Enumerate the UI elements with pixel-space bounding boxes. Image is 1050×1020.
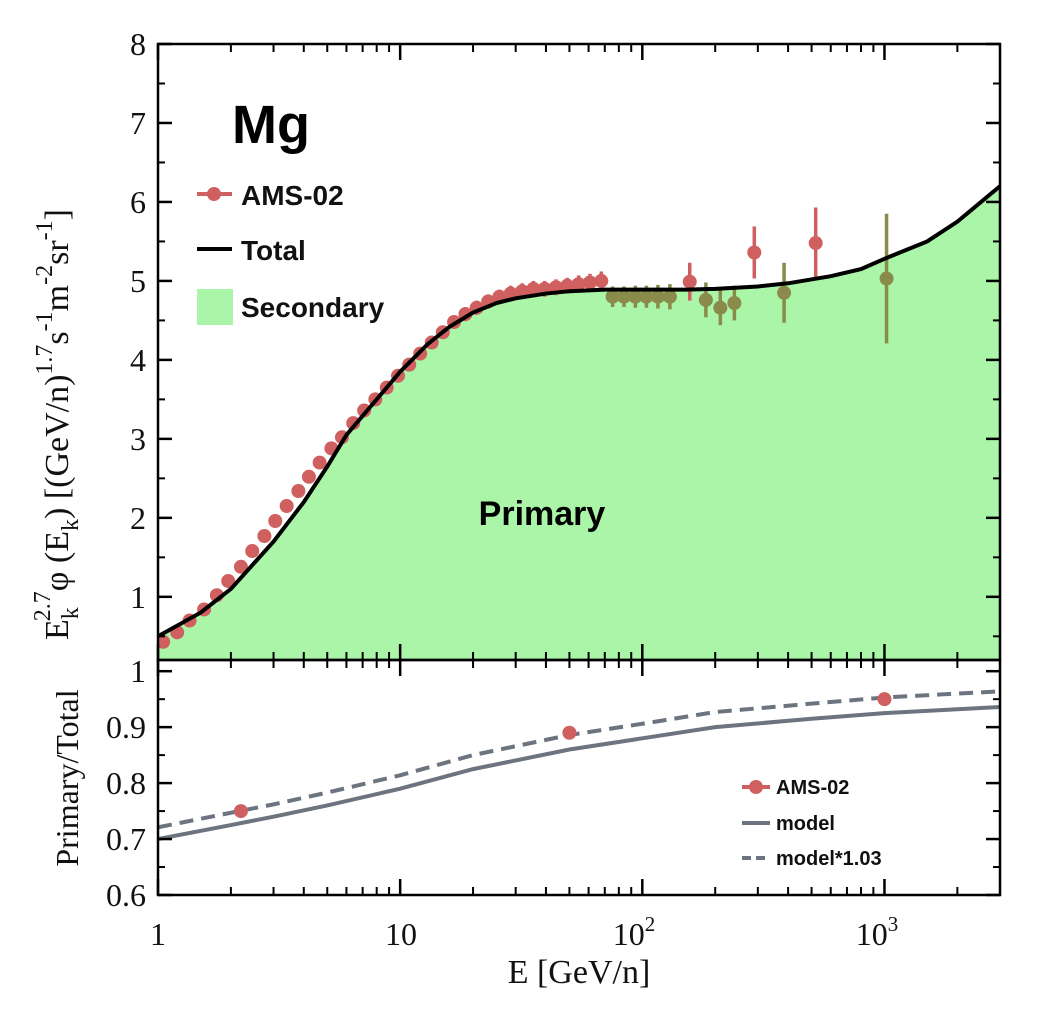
legend-secondary-swatch [197,289,233,325]
primary-label: Primary [479,495,606,533]
bottom-legend: AMS-02 model model*1.03 [742,777,882,870]
y-tick-label: 6 [130,184,146,220]
ams02-data-point [233,559,248,574]
top-y-axis-title: Ek2.7φ (Ek) [(GeV/n)1.7s-1m-2sr-1] [30,209,84,640]
ams02-data-point [245,544,260,559]
ams02-data-point [257,529,272,544]
ams02-data-point [879,271,894,286]
bottom-panel: 0.6 0.7 0.8 0.9 1 AMS-02 model model*1.03 Pr… [49,653,1002,991]
ams02-ratio-point [562,725,577,740]
y-tick-label: 5 [130,263,146,299]
y-tick-label: 3 [130,421,146,457]
legend2-model-scaled-label: model*1.03 [776,848,882,870]
x-axis-title: E [GeV/n] [508,954,651,991]
top-x-ticks [156,44,1001,660]
secondary-area [158,186,1000,660]
top-legend: AMS-02 Total Secondary [197,180,385,325]
x-tick-label-1000: 103 [856,912,899,952]
ams02-data-point [312,455,327,470]
x-tick-label-10: 10 [385,916,417,952]
ams02-data-point [268,514,283,529]
ams02-data-point [808,236,823,251]
bottom-y-axis-title: Primary/Total [49,689,85,866]
bottom-plot-frame [156,658,1002,897]
total-line [158,184,1000,639]
legend2-ams-label: AMS-02 [776,777,849,799]
y-tick-label: 7 [130,105,146,141]
ams02-data-point [346,416,361,431]
ams02-data-point [605,289,620,304]
ams02-data-point [777,285,792,300]
ams02-data-point [526,281,541,296]
y-tick-label: 4 [130,342,146,378]
ams02-data-point [698,292,713,307]
ams02-data-point [582,275,597,290]
ams02-data-point [616,289,631,304]
ams02-data-point [515,284,530,299]
bottom-y-ticks: 0.6 0.7 0.8 0.9 1 [106,653,1000,913]
ams02-data-point [747,245,762,260]
y-tick-label: 0.7 [106,821,146,857]
y-tick-label: 0.6 [106,877,146,913]
model-line [158,705,1000,842]
ams02-data-point [639,289,654,304]
y-tick-label: 1 [130,653,146,689]
legend-total-label: Total [241,235,306,266]
y-tick-label: 0.9 [106,709,146,745]
model-scaled-line [158,689,1000,830]
legend2-model-label: model [776,813,835,835]
x-tick-label-1: 1 [150,916,166,952]
ams02-ratio-point [233,804,248,819]
legend-ams-marker [207,187,221,201]
ams02-data-point [594,273,609,288]
ams02-ratio-point [877,692,892,707]
ams02-data-point [301,469,316,484]
bottom-x-ticks [156,660,1001,895]
top-panel: 1 2 3 4 5 6 7 8 Mg AMS-02 Total Secondary Prima… [30,26,1002,662]
legend-secondary-label: Secondary [241,292,385,323]
ams02-data-point [221,574,236,589]
y-tick-label: 1 [130,579,146,615]
x-tick-labels: 1 10 102 103 [150,912,898,952]
ams02-ratio-points [233,692,892,819]
ams02-data-point [571,277,586,292]
ams02-data-point [628,289,643,304]
legend-ams-label: AMS-02 [241,180,344,211]
y-tick-label: 2 [130,500,146,536]
legend2-ams-marker [749,780,763,794]
ams02-data-point [650,289,665,304]
ams02-data-point [662,289,677,304]
ams02-data-point [279,499,294,513]
top-y-ticks: 1 2 3 4 5 6 7 8 [130,26,1000,638]
ams02-data-point [158,634,171,649]
ams02-data-point [682,274,697,289]
ams02-data-point [713,300,728,315]
ams02-data-point [291,483,306,498]
y-tick-label: 0.8 [106,765,146,801]
x-tick-label-100: 102 [613,912,656,952]
ams02-data-point [727,296,742,311]
y-tick-label: 8 [130,26,146,62]
element-label: Mg [232,95,310,155]
